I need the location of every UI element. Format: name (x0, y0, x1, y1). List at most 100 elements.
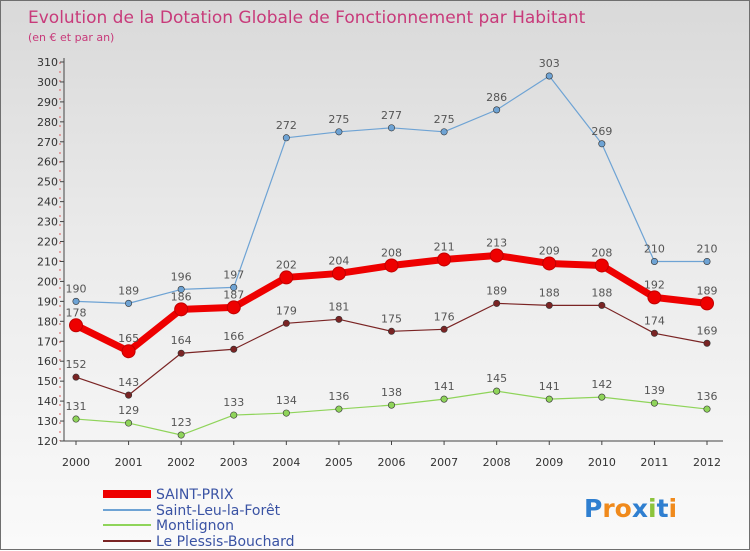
data-point (282, 409, 290, 417)
data-point (440, 395, 448, 403)
x-tick-label: 2000 (62, 456, 90, 469)
y-tick-label: 210 (37, 255, 58, 268)
series-2 (72, 387, 711, 439)
data-point (598, 140, 606, 148)
y-tick-label: 300 (37, 76, 58, 89)
data-label: 272 (276, 119, 297, 132)
data-point (125, 419, 133, 427)
data-point (545, 301, 553, 309)
data-point (335, 405, 343, 413)
y-tick-label: 260 (37, 156, 58, 169)
data-point (440, 325, 448, 333)
data-label: 139 (644, 384, 665, 397)
y-tick-label: 220 (37, 236, 58, 249)
data-label: 129 (118, 404, 139, 417)
data-point (545, 395, 553, 403)
data-label: 303 (539, 57, 560, 70)
data-point (493, 299, 501, 307)
logo-letter: P (584, 494, 602, 523)
chart-subtitle: (en € et par an) (28, 31, 114, 44)
data-point (177, 285, 185, 293)
x-tick-label: 2011 (640, 456, 668, 469)
y-tick-label: 140 (37, 395, 58, 408)
data-label: 210 (697, 242, 718, 255)
x-tick-label: 2010 (588, 456, 616, 469)
data-point (647, 290, 662, 305)
data-label: 166 (223, 330, 244, 343)
data-point (282, 134, 290, 142)
y-tick-label: 170 (37, 335, 58, 348)
data-label: 286 (486, 91, 507, 104)
data-point (331, 266, 346, 281)
series-1 (72, 72, 711, 307)
data-point (279, 270, 294, 285)
data-point (72, 373, 80, 381)
data-point (598, 393, 606, 401)
data-point (230, 345, 238, 353)
data-point (650, 399, 658, 407)
data-label: 211 (434, 240, 455, 253)
data-point (384, 258, 399, 273)
data-label: 187 (223, 288, 244, 301)
data-point (493, 106, 501, 114)
data-label: 269 (591, 125, 612, 138)
legend: SAINT-PRIXSaint-Leu-la-ForêtMontlignonLe… (103, 487, 294, 550)
data-point (545, 72, 553, 80)
x-tick-label: 2009 (535, 456, 563, 469)
data-label: 143 (118, 376, 139, 389)
data-label: 169 (697, 324, 718, 337)
data-point (703, 405, 711, 413)
data-point (125, 391, 133, 399)
y-tick-label: 120 (37, 435, 58, 448)
x-tick-label: 2001 (115, 456, 143, 469)
data-point (230, 283, 238, 291)
data-label: 131 (66, 400, 87, 413)
logo-letter: i (669, 494, 678, 523)
data-point (703, 257, 711, 265)
data-label: 210 (644, 242, 665, 255)
x-tick-label: 2006 (378, 456, 406, 469)
data-point (69, 318, 83, 333)
data-point (650, 257, 658, 265)
data-label: 209 (539, 244, 560, 257)
data-label: 165 (118, 332, 139, 345)
x-tick-label: 2003 (220, 456, 248, 469)
y-tick-label: 230 (37, 216, 58, 229)
data-label: 275 (434, 113, 455, 126)
data-point (335, 315, 343, 323)
data-point (493, 387, 501, 395)
data-label: 176 (434, 310, 455, 323)
data-point (440, 128, 448, 136)
x-tick-label: 2012 (693, 456, 721, 469)
data-point (230, 411, 238, 419)
data-label: 188 (539, 286, 560, 299)
data-point (700, 296, 714, 311)
data-label: 138 (381, 386, 402, 399)
logo-letter: t (657, 494, 669, 523)
data-label: 189 (486, 284, 507, 297)
axes: 120 130 140 150 160 170 180 190 200 210 220 230 240 2… (37, 56, 723, 469)
series-layer (69, 72, 714, 439)
y-tick-label: 160 (37, 355, 58, 368)
data-label: 175 (381, 312, 402, 325)
data-label: 145 (486, 372, 507, 385)
data-label: 152 (66, 358, 87, 371)
logo-letter: x (632, 494, 648, 523)
legend-label: Le Plessis-Bouchard (156, 534, 294, 550)
data-label: 213 (486, 236, 507, 249)
data-label: 123 (171, 416, 192, 429)
data-point (387, 327, 395, 335)
chart-title: Evolution de la Dotation Globale de Fonc… (28, 8, 586, 28)
x-tick-label: 2007 (430, 456, 458, 469)
data-label: 142 (591, 378, 612, 391)
legend-label: Montlignon (156, 518, 234, 534)
x-tick-label: 2005 (325, 456, 353, 469)
data-label: 196 (171, 270, 192, 283)
data-label: 275 (328, 113, 349, 126)
y-tick-label: 280 (37, 116, 58, 129)
data-label: 179 (276, 304, 297, 317)
data-point (335, 128, 343, 136)
proxiti-logo: Proxiti (584, 494, 677, 523)
data-labels: 178 165 186 187 202 204 208 211 213 209 208 192 189 1… (66, 57, 718, 429)
